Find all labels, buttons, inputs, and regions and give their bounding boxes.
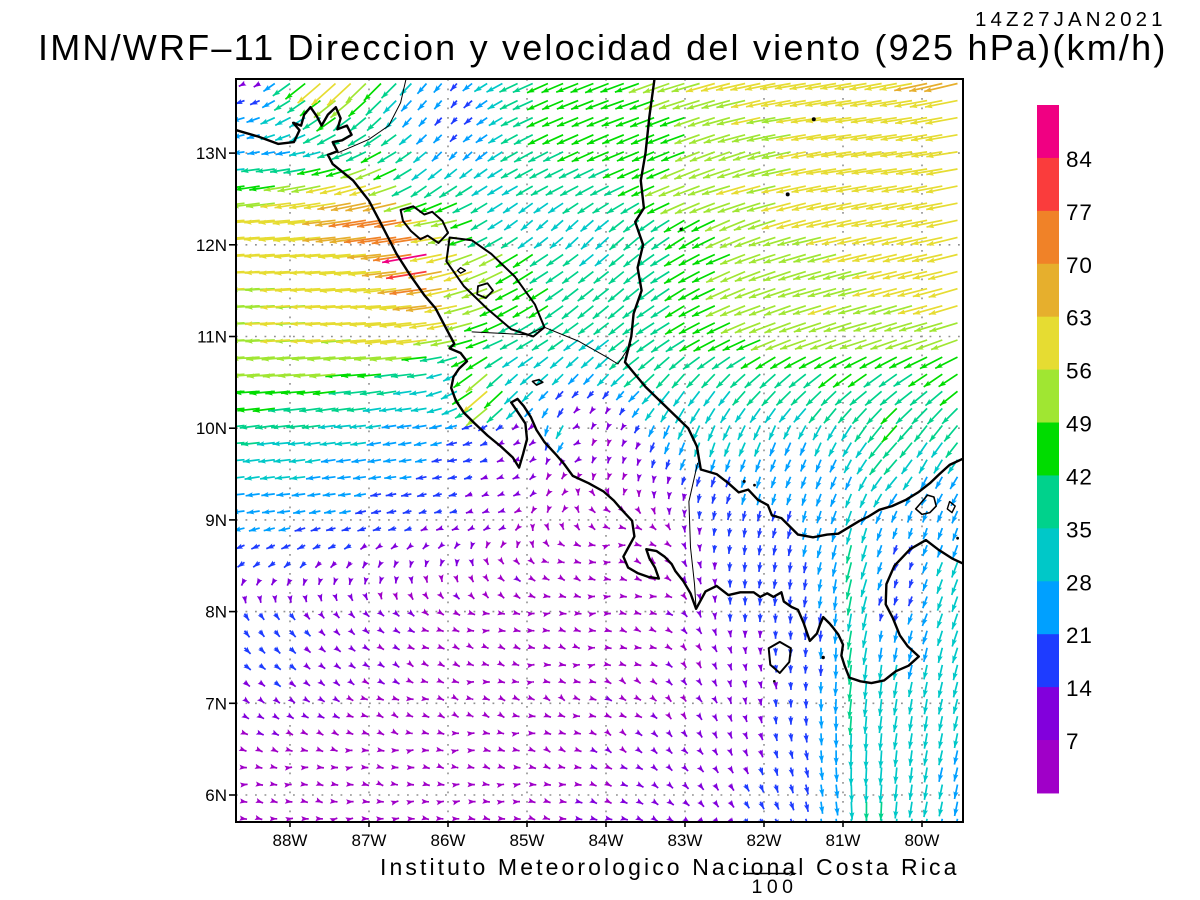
svg-text:88W: 88W — [273, 831, 308, 850]
svg-text:42: 42 — [1066, 464, 1093, 489]
svg-text:87W: 87W — [352, 831, 387, 850]
svg-text:28: 28 — [1066, 570, 1093, 595]
svg-text:14Z27JAN2021: 14Z27JAN2021 — [975, 8, 1167, 31]
svg-text:100: 100 — [751, 876, 797, 898]
svg-text:80W: 80W — [905, 831, 940, 850]
svg-text:7: 7 — [1066, 729, 1079, 754]
svg-text:8N: 8N — [205, 603, 227, 622]
svg-text:21: 21 — [1066, 623, 1093, 648]
svg-text:85W: 85W — [510, 831, 545, 850]
svg-text:63: 63 — [1066, 306, 1093, 331]
svg-text:81W: 81W — [826, 831, 861, 850]
svg-text:82W: 82W — [747, 831, 782, 850]
svg-text:84W: 84W — [589, 831, 624, 850]
svg-text:7N: 7N — [205, 694, 227, 713]
svg-text:86W: 86W — [431, 831, 466, 850]
svg-text:49: 49 — [1066, 412, 1093, 437]
svg-text:77: 77 — [1066, 200, 1093, 225]
svg-text:Instituto Meteorologico Nacion: Instituto Meteorologico Nacional Costa R… — [380, 854, 959, 880]
svg-text:83W: 83W — [668, 831, 703, 850]
svg-text:35: 35 — [1066, 517, 1093, 542]
svg-text:84: 84 — [1066, 147, 1093, 172]
svg-text:IMN/WRF–11 Direccion y velocid: IMN/WRF–11 Direccion y velocidad del vie… — [38, 27, 1168, 68]
svg-text:70: 70 — [1066, 253, 1093, 278]
svg-text:12N: 12N — [196, 236, 227, 255]
svg-text:56: 56 — [1066, 359, 1093, 384]
svg-text:9N: 9N — [205, 511, 227, 530]
svg-text:6N: 6N — [205, 786, 227, 805]
svg-text:13N: 13N — [196, 144, 227, 163]
svg-text:14: 14 — [1066, 676, 1093, 701]
svg-text:11N: 11N — [197, 328, 227, 347]
svg-text:10N: 10N — [196, 419, 227, 438]
